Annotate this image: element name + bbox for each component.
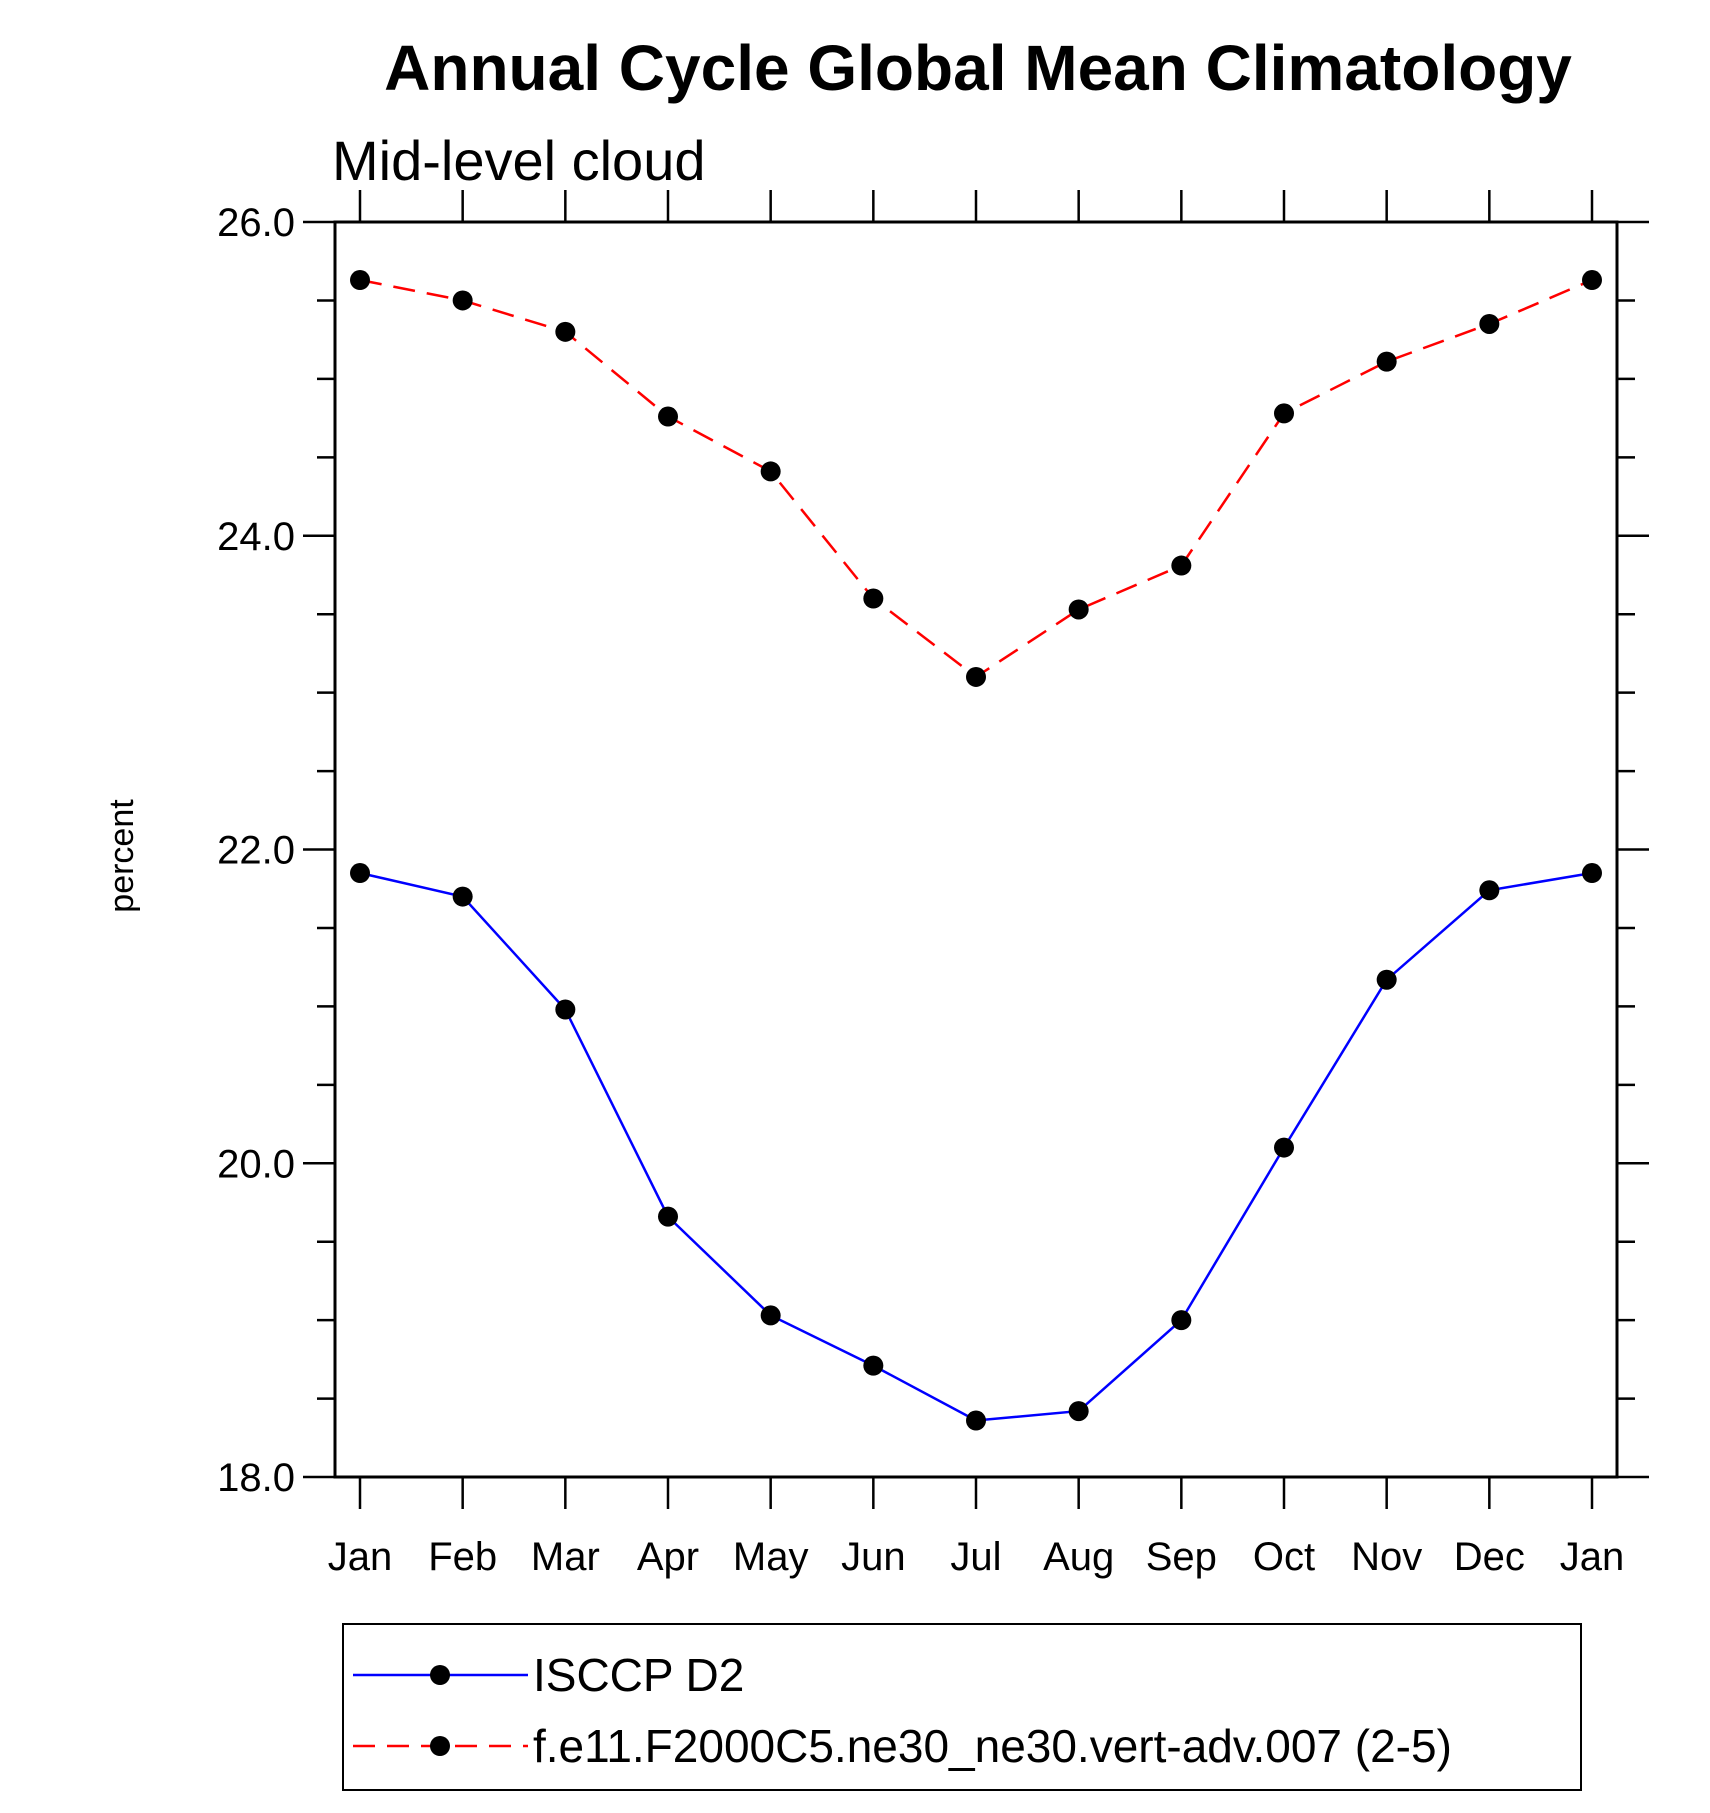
plot-area: 18.0 20.0 22.0 24.0 26.0 Jan Feb Mar Apr May Jun Ju… <box>217 190 1649 1579</box>
x-tick-label: Dec <box>1454 1535 1525 1579</box>
data-point-1 <box>1274 403 1294 424</box>
x-tick-label: Jan <box>1560 1535 1625 1579</box>
legend-marker-1 <box>430 1736 450 1756</box>
data-point-1 <box>1479 313 1500 334</box>
x-tick-label: Apr <box>637 1535 699 1579</box>
data-point-0 <box>1582 863 1602 884</box>
data-point-0 <box>966 1410 986 1431</box>
y-axis-label: percent <box>103 799 141 913</box>
legend-label-0: ISCCP D2 <box>533 1649 744 1701</box>
data-point-0 <box>350 863 370 884</box>
x-tick-label: Jul <box>950 1535 1001 1579</box>
x-tick-label: Oct <box>1253 1535 1315 1579</box>
data-point-0 <box>1171 1310 1192 1331</box>
data-point-1 <box>658 406 678 427</box>
data-point-1 <box>1171 555 1192 576</box>
data-point-0 <box>658 1206 678 1227</box>
y-tick-label: 18.0 <box>217 1456 295 1500</box>
data-point-1 <box>1376 351 1397 372</box>
chart-subtitle: Mid-level cloud <box>332 129 706 192</box>
x-tick-label: Nov <box>1351 1535 1422 1579</box>
legend-label-1: f.e11.F2000C5.ne30_ne30.vert-adv.007 (2-… <box>533 1720 1452 1772</box>
x-tick-label: Aug <box>1043 1535 1114 1579</box>
legend-box <box>342 1623 1582 1791</box>
x-tick-label: Jun <box>841 1535 906 1579</box>
series-line-1 <box>359 278 1593 679</box>
x-tick-label: Sep <box>1146 1535 1217 1579</box>
y-tick-label: 20.0 <box>217 1142 295 1186</box>
data-point-1 <box>452 290 473 311</box>
data-point-0 <box>863 1355 884 1376</box>
data-point-0 <box>452 886 473 907</box>
x-tick-label: Jan <box>328 1535 393 1579</box>
x-tick-label: Mar <box>531 1535 600 1579</box>
data-point-1 <box>555 321 576 342</box>
data-point-0 <box>555 999 576 1020</box>
data-point-1 <box>1582 270 1602 291</box>
data-point-0 <box>1376 969 1397 990</box>
data-point-0 <box>1068 1401 1089 1422</box>
legend-marker-0 <box>430 1665 450 1685</box>
data-point-1 <box>863 588 884 609</box>
y-tick-label: 22.0 <box>217 829 295 873</box>
data-point-1 <box>966 666 986 687</box>
chart-title: Annual Cycle Global Mean Climatology <box>384 32 1572 104</box>
data-point-0 <box>1274 1137 1294 1158</box>
y-tick-label: 24.0 <box>217 515 295 559</box>
legend: ISCCP D2 f.e11.F2000C5.ne30_ne30.vert-adv… <box>342 1623 1582 1791</box>
plot-frame <box>333 220 1619 1479</box>
data-point-0 <box>760 1305 781 1326</box>
data-point-1 <box>1068 599 1089 620</box>
x-tick-label: May <box>733 1535 809 1579</box>
y-tick-label: 26.0 <box>217 201 295 245</box>
data-point-1 <box>760 461 781 482</box>
series-line-0 <box>359 871 1593 1422</box>
series-layer <box>350 270 1602 1431</box>
data-point-1 <box>350 270 370 291</box>
data-point-0 <box>1479 880 1500 901</box>
x-tick-label: Feb <box>428 1535 497 1579</box>
